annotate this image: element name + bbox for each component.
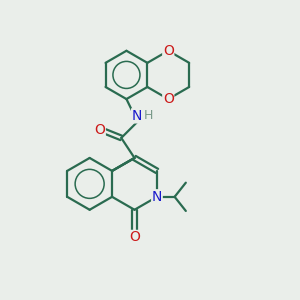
- Text: O: O: [129, 230, 140, 244]
- Text: N: N: [152, 190, 162, 204]
- Text: O: O: [163, 92, 174, 106]
- Text: O: O: [163, 44, 174, 58]
- Text: H: H: [144, 109, 153, 122]
- Text: O: O: [94, 123, 105, 137]
- Text: N: N: [132, 109, 142, 123]
